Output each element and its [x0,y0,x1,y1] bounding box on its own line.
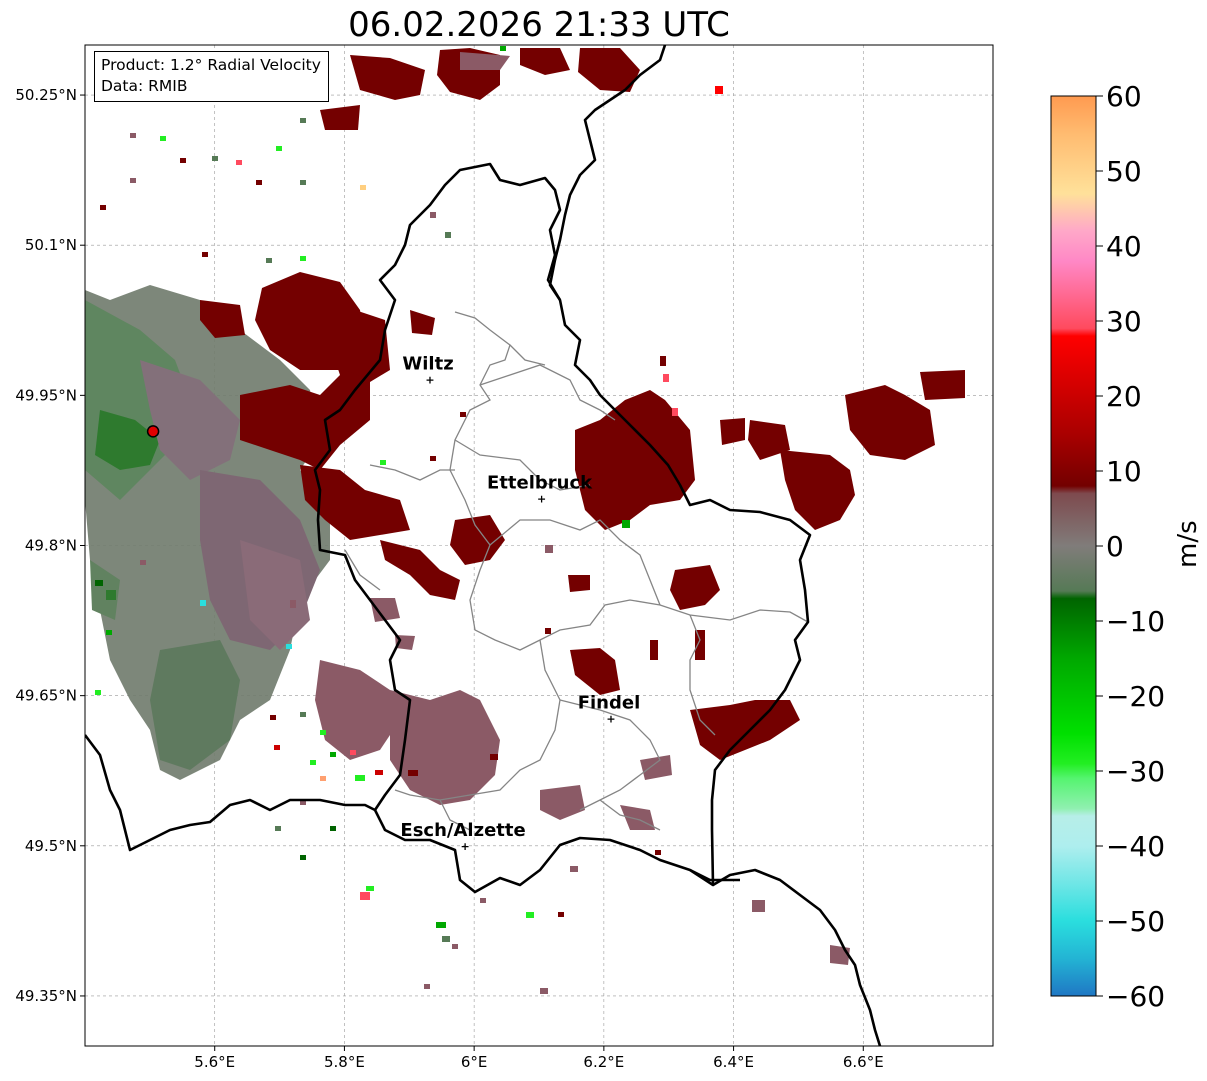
x-tick-label: 6.2°E [583,1053,624,1071]
city-marker-plus: + [537,492,546,505]
y-tick-label: 50.25°N [15,86,77,104]
city-marker-plus: + [606,713,615,726]
x-tick-label: 5.6°E [194,1053,235,1071]
x-axis-ticks: 5.6°E 5.8°E 6°E 6.2°E 6.4°E 6.6°E [194,1046,884,1071]
city-label: Ettelbruck [487,472,593,493]
y-tick-label: 50.1°N [25,236,77,254]
product-info-box: Product: 1.2° Radial Velocity Data: RMIB [94,51,329,102]
y-tick-label: 49.35°N [15,987,77,1005]
echo-slow-cells [315,52,850,965]
country-borders [85,45,882,1046]
city-label: Wiltz [402,353,453,374]
city-wiltz: +Wiltz [402,353,453,386]
page-title: 06.02.2026 21:33 UTC [348,5,730,45]
x-tick-label: 6.4°E [713,1053,754,1071]
echo-receding-cells [200,48,965,760]
city-esch-alzette: +Esch/Alzette [400,820,525,853]
city-ettelbruck: +Ettelbruck [487,472,593,505]
city-marker-plus: + [425,373,434,386]
y-tick-label: 49.65°N [15,687,77,705]
city-label: Esch/Alzette [400,820,525,841]
y-tick-label: 49.5°N [25,837,77,855]
y-tick-label: 49.8°N [25,537,77,555]
city-findel: +Findel [578,693,641,726]
y-axis-ticks: 50.25°N 50.1°N 49.95°N 49.8°N 49.65°N 49.5°N 4… [15,86,85,1005]
colorbar-unit-label: m/s [1173,520,1203,568]
commune-boundaries [344,311,809,831]
city-marker-plus: + [460,840,469,853]
y-tick-label: 49.95°N [15,386,77,404]
radar-echoes [85,46,965,994]
data-source-label: Data: RMIB [101,77,188,95]
city-markers: +Wiltz+Ettelbruck+Findel+Esch/Alzette [400,353,640,852]
x-tick-label: 6°E [461,1053,488,1071]
product-label: Product: 1.2° Radial Velocity [101,56,321,74]
radar-site-marker[interactable] [146,425,160,438]
city-label: Findel [578,693,641,714]
x-tick-label: 6.6°E [843,1053,884,1071]
x-tick-label: 5.8°E [324,1053,365,1071]
echo-scatter-pixels [95,46,723,994]
